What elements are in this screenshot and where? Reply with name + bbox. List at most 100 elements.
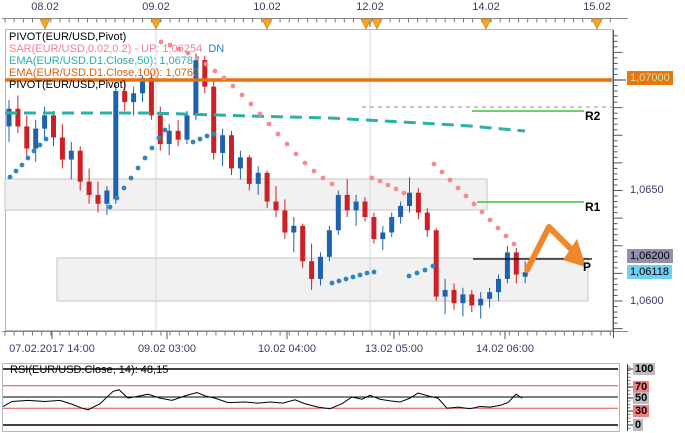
rsi-legend: RSI(EUR/USD.Close, 14): 48,15 — [10, 364, 169, 376]
sar-dot-up — [43, 136, 49, 142]
candle-body-bear — [51, 115, 56, 138]
candle-body-bear — [469, 294, 475, 306]
sar-dot-up — [350, 274, 356, 280]
legend-pivot-1: PIVOT(EUR/USD,Pivot) — [9, 31, 127, 43]
sar-dot-down — [369, 175, 375, 181]
candle-body-bull — [104, 190, 110, 204]
sar-dot-down — [431, 161, 437, 167]
sar-dot-up — [336, 278, 342, 284]
sar-dot-down — [158, 39, 164, 45]
bottom-axis-label: 07.02.2017 14:00 — [9, 343, 95, 355]
bid-price-label: 1,06118 — [627, 265, 672, 279]
candle-body-bear — [273, 201, 279, 211]
sar-dot-up — [149, 145, 155, 151]
top-axis-label: 08.02 — [31, 1, 59, 13]
sar-dot-down — [385, 182, 391, 188]
candle-body-bear — [202, 60, 208, 87]
session-marker-triangle — [371, 18, 383, 30]
sar-dot-down — [221, 75, 227, 81]
sar-dot-down — [167, 42, 173, 48]
indicator-legend: PIVOT(EUR/USD,Pivot) SAR(EUR/USD,0.02,0.… — [9, 31, 224, 91]
sar-dot-down — [275, 131, 281, 137]
candle-body-bear — [211, 86, 217, 153]
annotation-arrow — [524, 224, 574, 273]
candle-body-bull — [478, 298, 484, 306]
top-axis-label: 14.02 — [472, 1, 500, 13]
candle-body-bull — [237, 157, 243, 169]
candle-body-bear — [15, 108, 21, 127]
candle-body-bull — [487, 292, 493, 299]
candle-body-bull — [68, 150, 74, 160]
sar-dot-down — [266, 121, 272, 127]
sar-dot-up — [25, 155, 31, 161]
sar-dot-up — [128, 175, 134, 181]
bottom-axis-label: 13.02 05:00 — [364, 343, 424, 355]
session-marker-triangle — [360, 18, 372, 30]
candle-body-bull — [193, 60, 199, 116]
sar-dot-down — [329, 181, 335, 187]
sar-dot-down — [257, 111, 263, 117]
candle-body-bull — [220, 135, 226, 153]
candle-body-bear — [415, 192, 421, 213]
sar-dot-up — [357, 272, 363, 278]
candle-body-bear — [229, 135, 234, 169]
sar-dot-down — [185, 50, 191, 56]
pivot-price-label: 1,06200 — [627, 249, 673, 263]
candle-body-bull — [496, 278, 501, 293]
candle-body-bull — [255, 172, 261, 184]
sar-dot-up — [31, 148, 37, 154]
sar-dot-down — [194, 55, 200, 61]
sar-dot-up — [156, 135, 162, 141]
legend-ema50: EMA(EUR/USD.D1.Close,50): 1,0678 — [9, 55, 194, 67]
bottom-axis-label: 09.02 03:00 — [137, 343, 197, 355]
sar-dot-up — [364, 270, 370, 276]
candle-body-bull — [389, 217, 395, 233]
bottom-axis-label: 14.02 06:00 — [475, 343, 535, 355]
bottom-axis-label: 10.02 04:00 — [257, 343, 317, 355]
candle-body-bull — [318, 256, 323, 279]
legend-sar-dn: DN — [208, 43, 225, 55]
sar-dot-down — [393, 186, 399, 192]
candle-body-bear — [513, 252, 519, 275]
rsi-scale-label: 70 — [633, 381, 650, 393]
candle-body-bear — [282, 210, 288, 233]
sar-dot-down — [447, 177, 453, 183]
candle-body-bear — [451, 289, 457, 304]
rsi-curve — [2, 389, 523, 411]
top-axis-label: 10.02 — [253, 1, 281, 13]
sar-dot-up — [406, 273, 412, 279]
sar-dot-up — [114, 195, 120, 201]
sar-dot-up — [343, 276, 349, 282]
sar-dot-down — [503, 233, 509, 239]
candle-body-bear — [59, 137, 65, 160]
legend-ema100: EMA(EUR/USD.D1.Close,100): 1,0762 — [9, 67, 200, 79]
candle-body-bear — [148, 77, 154, 116]
candle-body-bull — [442, 289, 448, 297]
rsi-scale-label: 0 — [633, 419, 644, 431]
candle-body-bear — [300, 225, 306, 262]
sar-dot-up — [162, 127, 168, 133]
sar-dot-down — [487, 217, 493, 223]
candle-body-bull — [6, 108, 12, 127]
candle-body-bull — [504, 252, 510, 279]
candle-body-bull — [131, 93, 137, 103]
sar-dot-down — [203, 61, 209, 67]
sar-dot-up — [135, 165, 141, 171]
candle-body-bull — [33, 128, 39, 149]
candle-body-bear — [371, 217, 377, 240]
sar-dot-up — [422, 267, 428, 273]
rsi-scale-label: 50 — [633, 392, 650, 404]
pivot-r1-label: R1 — [585, 200, 601, 214]
candle-body-bull — [326, 230, 332, 257]
sar-dot-down — [401, 190, 407, 196]
session-marker-triangle — [150, 18, 162, 30]
candle-body-bull — [140, 77, 145, 94]
rsi-scale-label: 100 — [633, 363, 656, 375]
candle-body-bear — [122, 91, 128, 103]
sar-dot-down — [455, 185, 461, 191]
sar-dot-up — [37, 142, 43, 148]
sar-dot-down — [511, 241, 517, 247]
candle-body-bear — [309, 261, 315, 279]
sar-dot-up — [211, 131, 217, 137]
